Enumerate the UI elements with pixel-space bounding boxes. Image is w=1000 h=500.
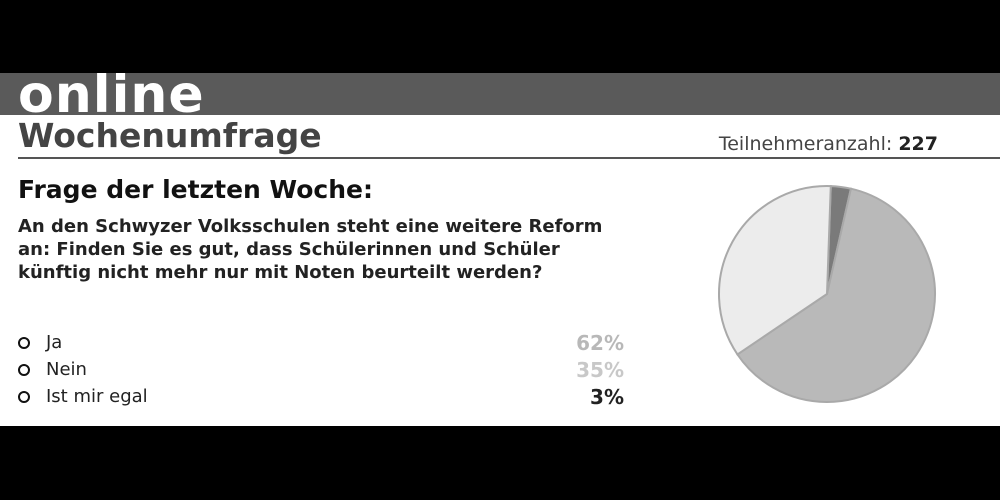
option-percent: 3% [590,385,624,409]
online-band: online [0,73,1000,115]
option-label: Ja [46,332,63,353]
participant-count-label: Teilnehmeranzahl: [718,133,893,155]
header-divider [18,157,1000,159]
page-title: Wochenumfrage [18,116,322,155]
option-label: Nein [46,359,87,380]
option-percent: 62% [576,331,624,355]
question-text: An den Schwyzer Volksschulen steht eine … [18,216,603,283]
option-egal[interactable]: Ist mir egal 3% [18,383,624,410]
online-wordmark: online [18,73,205,115]
radio-ja[interactable] [18,336,30,349]
answer-options: Ja 62% Nein 35% Ist mir egal 3% [18,329,624,410]
option-nein[interactable]: Nein 35% [18,356,624,383]
results-pie-chart [718,185,936,403]
option-percent: 35% [576,358,624,382]
poll-panel: Wochenumfrage Teilnehmeranzahl: 227 Frag… [0,115,1000,426]
radio-egal[interactable] [18,390,30,403]
slice-ja [736,187,936,403]
participant-count: Teilnehmeranzahl: 227 [719,133,938,155]
radio-nein[interactable] [18,363,30,376]
slice-nein [718,185,832,356]
question-title: Frage der letzten Woche: [18,175,373,204]
option-label: Ist mir egal [46,386,148,407]
participant-count-value: 227 [898,133,938,155]
option-ja[interactable]: Ja 62% [18,329,624,356]
